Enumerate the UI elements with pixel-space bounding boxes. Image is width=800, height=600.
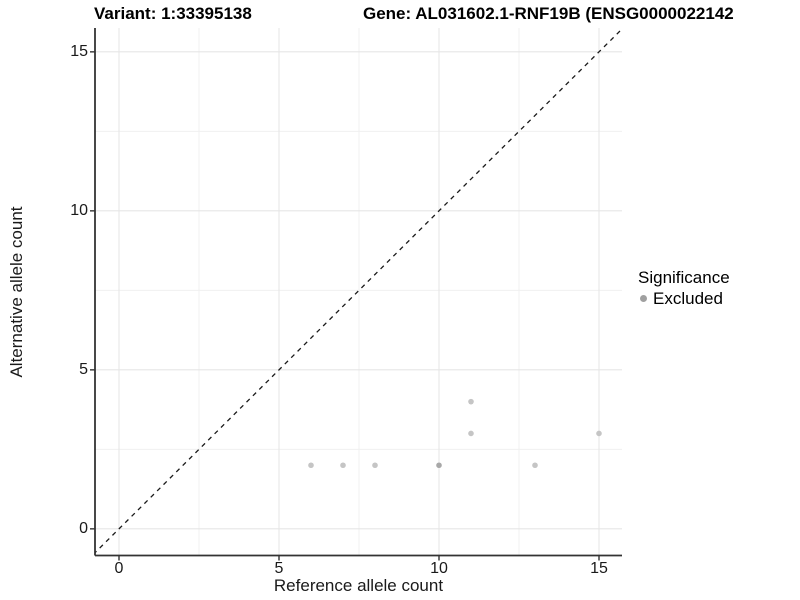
data-point <box>532 462 538 469</box>
tick-marks <box>90 51 600 561</box>
legend-item-label: Excluded <box>653 289 723 308</box>
excluded-point-swatch-icon <box>640 295 647 302</box>
variant-title: Variant: 1:33395138 <box>94 4 252 23</box>
data-point <box>596 430 602 437</box>
y-tick-label: 5 <box>79 360 88 378</box>
x-tick-label: 15 <box>590 560 608 577</box>
gridlines <box>95 28 622 556</box>
legend: Significance Excluded <box>638 268 730 308</box>
identity-reference-line <box>95 28 622 554</box>
data-point <box>372 462 378 469</box>
data-point <box>436 462 442 469</box>
y-tick-label: 15 <box>70 42 88 60</box>
data-points <box>308 398 602 469</box>
data-point <box>308 462 314 469</box>
y-tick-label: 0 <box>79 519 88 537</box>
x-tick-label: 10 <box>430 560 448 577</box>
legend-title: Significance <box>638 268 730 287</box>
data-point <box>468 430 474 437</box>
y-tick-label: 10 <box>70 201 88 219</box>
legend-item-excluded: Excluded <box>640 289 730 308</box>
x-tick-label: 0 <box>114 560 124 577</box>
gene-title: Gene: AL031602.1-RNF19B (ENSG0000022142 <box>363 4 734 23</box>
y-axis-label: Alternative allele count <box>7 206 26 378</box>
x-axis-label: Reference allele count <box>273 576 444 595</box>
x-tick-label: 5 <box>274 560 284 577</box>
axis-lines <box>94 28 622 557</box>
data-point <box>340 462 346 469</box>
data-point <box>468 398 474 405</box>
